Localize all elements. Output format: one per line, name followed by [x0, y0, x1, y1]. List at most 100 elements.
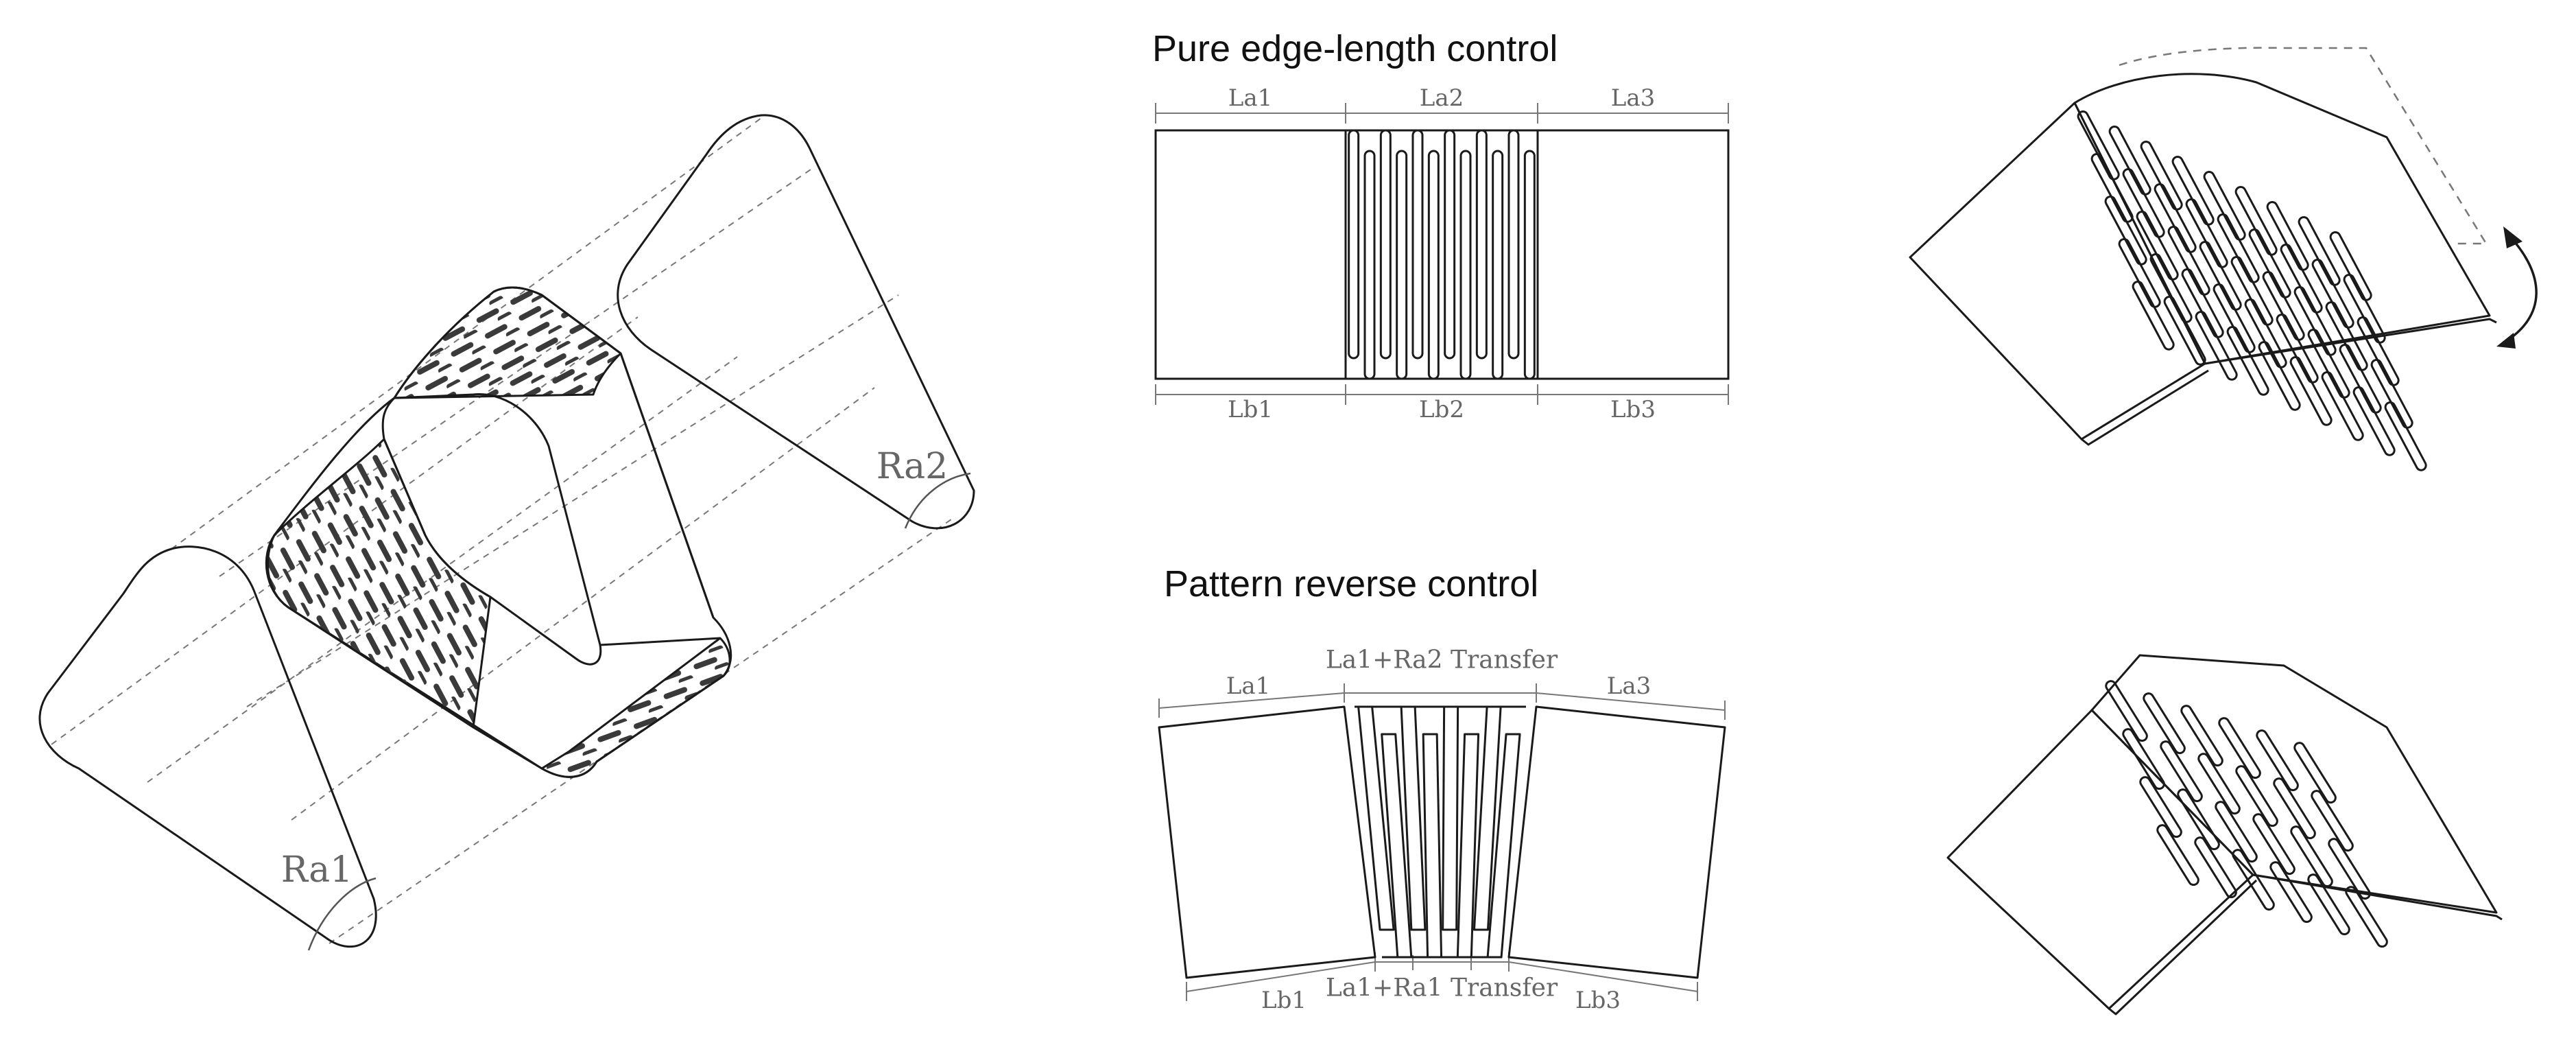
pattern-slot: [1456, 733, 1480, 959]
pattern-slot: [1472, 705, 1502, 931]
fold-slot: [2195, 310, 2238, 381]
pattern-slot: [1363, 150, 1376, 380]
tube-back-band: [393, 286, 622, 399]
end-profile-ra2: [617, 114, 975, 530]
tube-inner: [381, 392, 602, 666]
fold-slot: [2269, 861, 2313, 924]
plate-top-left-face: [1909, 102, 2206, 441]
pattern-slot: [1427, 150, 1440, 380]
fold-slot: [2384, 401, 2427, 471]
fold-slot: [2163, 295, 2206, 366]
pattern-slot: [1379, 129, 1392, 360]
title-pure-edge-length: Pure edge-length control: [1152, 28, 1558, 69]
fold-slot: [2177, 788, 2220, 851]
fold-slot: [2154, 183, 2197, 253]
fold-slot: [2180, 705, 2223, 767]
fold-slot: [2167, 225, 2210, 296]
label-top-lb1: Lb1: [1228, 396, 1273, 423]
fold-slot: [2298, 215, 2341, 286]
fold-slot: [2244, 298, 2287, 368]
label-top-la1: La1: [1228, 84, 1273, 112]
fold-slot: [2217, 213, 2260, 283]
fold-slot: [2143, 692, 2186, 755]
fold-slot: [2311, 258, 2354, 329]
pattern-slot: [1475, 129, 1488, 360]
fold-slot: [2328, 838, 2371, 900]
fold-slot: [2339, 343, 2382, 414]
dims-bottom: [1158, 683, 1726, 1001]
label-bot-transfer-bottom: La1+Ra1 Transfer: [1325, 974, 1558, 1002]
fold-slot: [2160, 740, 2203, 803]
fold-slot: [2234, 185, 2278, 256]
iso-tube-figure: [38, 114, 975, 951]
fold-slot: [2108, 125, 2151, 196]
fold-slot: [2149, 253, 2193, 323]
fold-slot: [2203, 170, 2246, 241]
fold-slot: [2077, 110, 2120, 180]
fold-slot: [2266, 200, 2309, 271]
end-profile-ra2-rim: [904, 472, 971, 529]
pattern-slot: [1411, 129, 1424, 360]
flat-pattern-bottom: [1158, 683, 1726, 1001]
fold-slot: [2232, 849, 2275, 911]
fold-slot: [2329, 231, 2372, 301]
label-ra1: Ra1: [281, 849, 353, 891]
fold-slot: [2307, 873, 2350, 936]
fold-slot: [2105, 680, 2148, 742]
plate-bot-right-thick: [2252, 873, 2503, 921]
fold-top-slot-field: [2077, 110, 2427, 471]
fold-slot: [2139, 776, 2182, 838]
projection-lines: [51, 117, 954, 944]
pattern-slot: [1422, 733, 1443, 959]
pattern-slot: [1523, 150, 1536, 380]
fold-slot: [2258, 340, 2301, 411]
pattern-slot: [1348, 129, 1360, 360]
fold-slot: [2218, 717, 2261, 779]
fold-slot: [2185, 198, 2228, 268]
fold-slot: [2370, 358, 2413, 429]
slot-field-border: [1346, 129, 1538, 380]
fold-slot: [2104, 195, 2147, 266]
fold-slot: [2136, 210, 2179, 281]
label-ra2: Ra2: [876, 446, 949, 487]
fold-slot: [2276, 313, 2319, 384]
fold-slot: [2226, 325, 2269, 396]
fold-slot: [2118, 237, 2161, 308]
label-top-la3: La3: [1610, 84, 1656, 112]
fold-slot: [2289, 355, 2333, 426]
pattern-slot: [1486, 733, 1521, 959]
fold-slot: [2194, 836, 2237, 899]
pattern-slot: [1459, 150, 1472, 380]
fold-slot: [2122, 728, 2165, 790]
pattern-slot: [1400, 705, 1427, 931]
fold-slot: [2307, 328, 2350, 399]
fold-slot: [2156, 824, 2199, 887]
fold-slot: [2122, 167, 2165, 238]
label-bot-lb1: Lb1: [1261, 987, 1307, 1014]
fold-slot: [2140, 140, 2183, 211]
fold-slot: [2199, 240, 2242, 311]
pattern-slot: [1442, 705, 1459, 931]
fold-slot: [2352, 386, 2396, 456]
fold-slot: [2256, 729, 2299, 792]
fold-slot: [2345, 886, 2388, 948]
tube-edge-b: [599, 637, 721, 646]
fold-slot: [2343, 273, 2386, 344]
pattern-slot: [1396, 150, 1408, 380]
label-bot-la1: La1: [1226, 672, 1271, 700]
rotation-arrow: [2503, 235, 2538, 344]
top-slot-field: [1346, 129, 1538, 380]
fold-slot: [2213, 283, 2256, 353]
rotation-arrowhead-top: [2503, 226, 2523, 248]
fold-slot: [2181, 268, 2224, 338]
fold-slot: [2171, 155, 2215, 226]
flat-pattern-top: [1154, 103, 1730, 405]
fold-slot: [2235, 765, 2278, 827]
label-top-la2: La2: [1419, 84, 1464, 112]
fold-slot: [2357, 316, 2400, 386]
fold-slot: [2273, 777, 2316, 840]
tube-right-face: [540, 637, 731, 778]
plate-top-curve: [2073, 73, 2491, 365]
fold-slot: [2293, 742, 2337, 804]
